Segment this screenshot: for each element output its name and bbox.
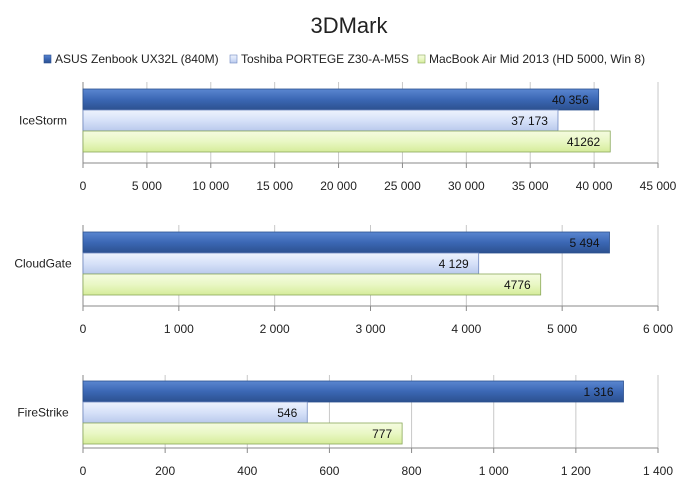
x-tick-label: 200 [155,464,175,478]
data-label: 40 356 [552,93,589,107]
x-tick-label: 1 200 [561,464,591,478]
x-tick-label: 15 000 [256,179,293,193]
legend-swatch-asus [43,54,52,64]
legend-swatch-macbook [417,54,426,64]
category-label: IceStorm [19,114,67,128]
data-label: 5 494 [569,236,599,250]
bar-toshiba-cloudgate [82,252,480,275]
legend-label-macbook: MacBook Air Mid 2013 (HD 5000, Win 8) [429,52,645,66]
data-label: 1 316 [583,385,613,399]
data-label: 4 129 [439,257,469,271]
x-tick-label: 10 000 [192,179,229,193]
x-tick-label: 5 000 [132,179,162,193]
x-tick-label: 600 [319,464,339,478]
x-tick-label: 400 [237,464,257,478]
x-tick-label: 1 000 [479,464,509,478]
category-label: CloudGate [14,257,72,271]
data-label: 37 173 [511,114,548,128]
x-tick-label: 40 000 [576,179,613,193]
x-tick-label: 1 400 [643,464,673,478]
bar-macbook-icestorm [82,130,611,153]
x-tick-label: 35 000 [512,179,549,193]
bar-asus-cloudgate [82,231,610,254]
bar-toshiba-icestorm [82,109,559,132]
legend-swatch-toshiba [229,54,238,64]
x-tick-label: 2 000 [260,322,290,336]
x-tick-label: 0 [80,464,87,478]
bar-toshiba-firestrike [82,401,308,424]
bar-macbook-cloudgate [82,273,542,296]
x-tick-label: 30 000 [448,179,485,193]
category-label: FireStrike [17,406,69,420]
chart-title: 3DMark [310,13,388,38]
legend-label-toshiba: Toshiba PORTEGE Z30-A-M5S [241,52,409,66]
chart-panel-cloudgate: 0 1 000 2 000 3 000 4 000 5 000 6 000 CloudGate… [14,225,673,336]
legend-label-asus: ASUS Zenbook UX32L (840M) [55,52,219,66]
bar-asus-firestrike [82,380,624,403]
data-label: 41262 [567,135,601,149]
chart-panel-firestrike: 0 200 400 600 800 1 000 1 200 1 400 FireStrike 1 … [17,375,673,478]
x-tick-label: 800 [402,464,422,478]
x-tick-label: 3 000 [355,322,385,336]
data-label: 777 [372,427,392,441]
x-tick-label: 4 000 [451,322,481,336]
x-tick-label: 0 [80,179,87,193]
data-label: 4776 [504,278,531,292]
bar-asus-icestorm [82,88,600,111]
chart-panel-icestorm: 0 5 000 10 000 15 000 20 000 25 000 30 000 35 0… [19,82,677,193]
x-tick-label: 45 000 [640,179,677,193]
x-tick-label: 5 000 [547,322,577,336]
x-tick-label: 6 000 [643,322,673,336]
bar-macbook-firestrike [82,422,403,445]
data-label: 546 [277,406,297,420]
x-tick-label: 1 000 [164,322,194,336]
chart-panels: 0 5 000 10 000 15 000 20 000 25 000 30 000 35 0… [14,82,677,478]
x-tick-label: 25 000 [384,179,421,193]
chart-legend: ASUS Zenbook UX32L (840M) Toshiba PORTEG… [43,52,645,66]
x-tick-label: 0 [80,322,87,336]
x-tick-label: 20 000 [320,179,357,193]
